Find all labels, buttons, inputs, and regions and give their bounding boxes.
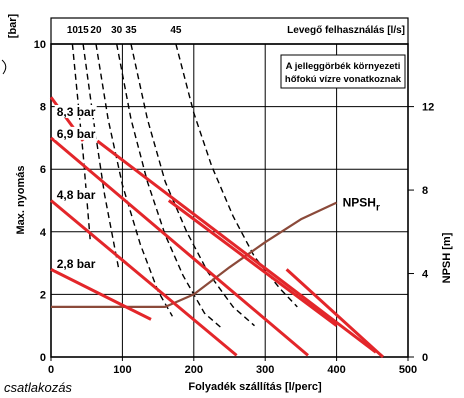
pressure-line-5 bbox=[167, 199, 338, 327]
x2-axis-label: Levegő felhasználás [l/s] bbox=[287, 25, 405, 36]
y2-tick-label: 8 bbox=[422, 185, 428, 197]
pressure-label: 4,8 bar bbox=[57, 188, 96, 202]
pressure-line-7 bbox=[50, 268, 152, 321]
y2-tick-label: 12 bbox=[422, 102, 434, 114]
top-tick-label: 15 bbox=[78, 25, 90, 36]
x-axis-label: Folyadék szállítás [l/perc] bbox=[188, 381, 322, 393]
pressure-label: 8,3 bar bbox=[57, 105, 96, 119]
pressure-label-bg bbox=[54, 256, 97, 270]
annotation-box bbox=[280, 54, 406, 89]
pressure-label-bg bbox=[54, 104, 97, 118]
x-tick-label: 300 bbox=[256, 364, 274, 376]
x-tick-label: 0 bbox=[48, 364, 54, 376]
y2-tick-label: 4 bbox=[422, 269, 429, 281]
top-tick-label: 35 bbox=[125, 25, 137, 36]
x-tick-label: 400 bbox=[327, 364, 345, 376]
npsh-label-subscript: r bbox=[376, 203, 380, 214]
pressure-label-bg bbox=[54, 126, 97, 140]
annotation-line-1: A jelleggörbék környezeti bbox=[286, 61, 401, 72]
pressure-label: 2,8 bar bbox=[57, 257, 96, 271]
y-tick-label: 6 bbox=[40, 164, 46, 176]
top-tick-label: 20 bbox=[90, 25, 102, 36]
air-curve-20 bbox=[95, 43, 174, 317]
top-tick-label: 10 bbox=[67, 25, 79, 36]
bottom-left-text: csatlakozás bbox=[4, 380, 72, 395]
y-axis-label: Max. nyomás bbox=[15, 165, 27, 234]
y-tick-label: 10 bbox=[34, 39, 46, 51]
air-curve-45 bbox=[175, 43, 298, 308]
pressure-line-6 bbox=[285, 268, 385, 359]
y-unit-label: [bar] bbox=[7, 13, 19, 38]
air-curve-35 bbox=[130, 43, 255, 327]
top-axis-strip bbox=[50, 17, 409, 45]
air-curve-30 bbox=[116, 43, 223, 330]
pressure-line-2 bbox=[50, 136, 309, 357]
x-tick-label: 200 bbox=[185, 364, 203, 376]
y-tick-label: 4 bbox=[40, 227, 47, 239]
annotation-line-2: hőfokú vízre vonatkoznak bbox=[285, 74, 402, 85]
y2-axis-label: NPSH [m] bbox=[441, 232, 453, 283]
air-curve-15 bbox=[82, 43, 120, 270]
y2-tick-label: 0 bbox=[422, 352, 428, 364]
y-tick-label: 2 bbox=[40, 289, 46, 301]
npsh-label-main: NPSH bbox=[343, 196, 376, 210]
y-tick-label: 8 bbox=[40, 102, 46, 114]
x-tick-label: 100 bbox=[113, 364, 131, 376]
pressure-label-bg bbox=[54, 187, 97, 201]
npsh-label: NPSHr bbox=[343, 196, 380, 214]
air-curve-10 bbox=[71, 43, 91, 242]
top-tick-label: 45 bbox=[170, 25, 182, 36]
y-tick-label: 0 bbox=[40, 352, 46, 364]
npsh-line bbox=[51, 201, 338, 308]
pressure-line-4 bbox=[50, 199, 238, 357]
pressure-label: 6,9 bar bbox=[57, 127, 96, 141]
top-tick-label: 30 bbox=[111, 25, 123, 36]
edge-arc-decoration bbox=[1, 59, 7, 75]
pressure-line-3 bbox=[96, 139, 377, 354]
x-tick-label: 500 bbox=[399, 364, 417, 376]
